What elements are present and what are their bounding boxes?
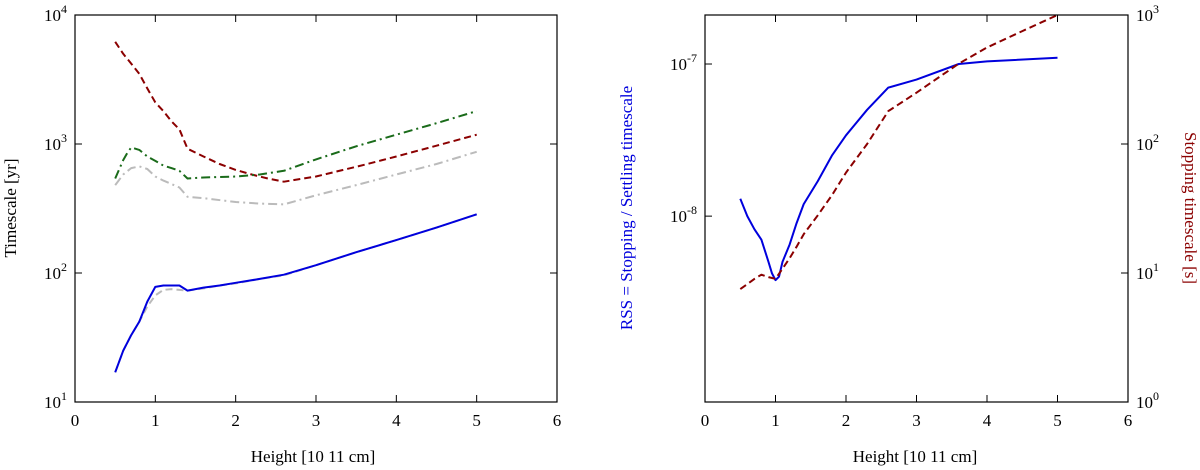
left-series-line-0: [114, 41, 477, 183]
y-tick-base: 10: [1136, 135, 1153, 154]
left-series-line-2: [114, 150, 477, 206]
left-series-line-4: [114, 213, 478, 373]
y-tick-exponent: 2: [1153, 131, 1159, 145]
y-tick-base: 10: [1136, 393, 1153, 412]
right-series-line-1: [739, 14, 1058, 290]
x-tick-label: 3: [312, 411, 321, 430]
y-tick-exponent: 0: [1153, 389, 1159, 403]
left-plot-frame: [74, 14, 558, 403]
x-tick-label: 3: [912, 411, 921, 430]
y-tick-exponent: 4: [61, 2, 67, 16]
y-tick-exponent: -7: [687, 51, 697, 65]
y-tick-label: 101: [1136, 260, 1159, 283]
x-tick-label: 1: [771, 411, 780, 430]
y-tick-label: 102: [1136, 131, 1159, 154]
x-tick-label: 1: [151, 411, 160, 430]
y-tick-base: 10: [1136, 6, 1153, 25]
y-tick-label: 103: [1136, 2, 1159, 25]
y-tick-label: 103: [44, 131, 67, 154]
x-tick-label: 4: [392, 411, 401, 430]
left-series-line-3: [114, 213, 478, 373]
right-x-ticks: 0 1 2 3 4 5 6: [701, 15, 1133, 430]
y-tick-base: 10: [670, 207, 687, 226]
left-x-axis-label: Height [10 11 cm]: [251, 447, 375, 466]
y-tick-exponent: 1: [1153, 260, 1159, 274]
y-tick-label: 104: [44, 2, 67, 25]
y-tick-base: 10: [44, 6, 61, 25]
x-tick-label: 6: [1124, 411, 1133, 430]
right-series-group: [739, 14, 1058, 290]
y-tick-base: 10: [44, 135, 61, 154]
y-tick-label: 102: [44, 260, 67, 283]
right-left-y-ticks: 10-810-7: [670, 51, 712, 226]
x-tick-label: 2: [842, 411, 851, 430]
y-tick-exponent: 1: [61, 389, 67, 403]
x-tick-label: 2: [231, 411, 240, 430]
right-right-y-axis-label: Stopping timescale [s]: [1181, 132, 1200, 284]
y-tick-exponent: 2: [61, 260, 67, 274]
left-x-ticks: 0 1 2 3 4 5 6: [71, 15, 562, 430]
y-tick-base: 10: [1136, 264, 1153, 283]
x-tick-label: 5: [472, 411, 481, 430]
y-tick-base: 10: [44, 393, 61, 412]
x-tick-label: 0: [701, 411, 710, 430]
x-tick-label: 0: [71, 411, 80, 430]
right-series-line-0: [739, 56, 1058, 282]
y-tick-label: 10-8: [670, 203, 697, 226]
y-tick-label: 101: [44, 389, 67, 412]
left-x-axis-label-text: Height [10 11 cm]: [251, 447, 375, 466]
y-tick-base: 10: [670, 55, 687, 74]
left-plot-clip: [114, 41, 478, 373]
x-tick-label: 5: [1053, 411, 1062, 430]
y-tick-label: 10-7: [670, 51, 697, 74]
y-tick-exponent: 3: [61, 131, 67, 145]
x-tick-label: 4: [983, 411, 992, 430]
y-tick-label: 100: [1136, 389, 1159, 412]
y-tick-base: 10: [44, 264, 61, 283]
y-tick-exponent: 3: [1153, 2, 1159, 16]
right-left-y-axis-label: RSS = Stopping / Settling timescale: [617, 86, 636, 330]
right-plot-frame: [704, 14, 1129, 403]
left-series-group: [114, 41, 478, 373]
left-series-line-1: [114, 110, 477, 180]
right-x-axis-label: Height [10 11 cm]: [853, 447, 977, 466]
x-tick-label: 6: [553, 411, 562, 430]
y-tick-exponent: -8: [687, 203, 697, 217]
left-y-axis-label: Timescale [yr]: [1, 159, 20, 258]
